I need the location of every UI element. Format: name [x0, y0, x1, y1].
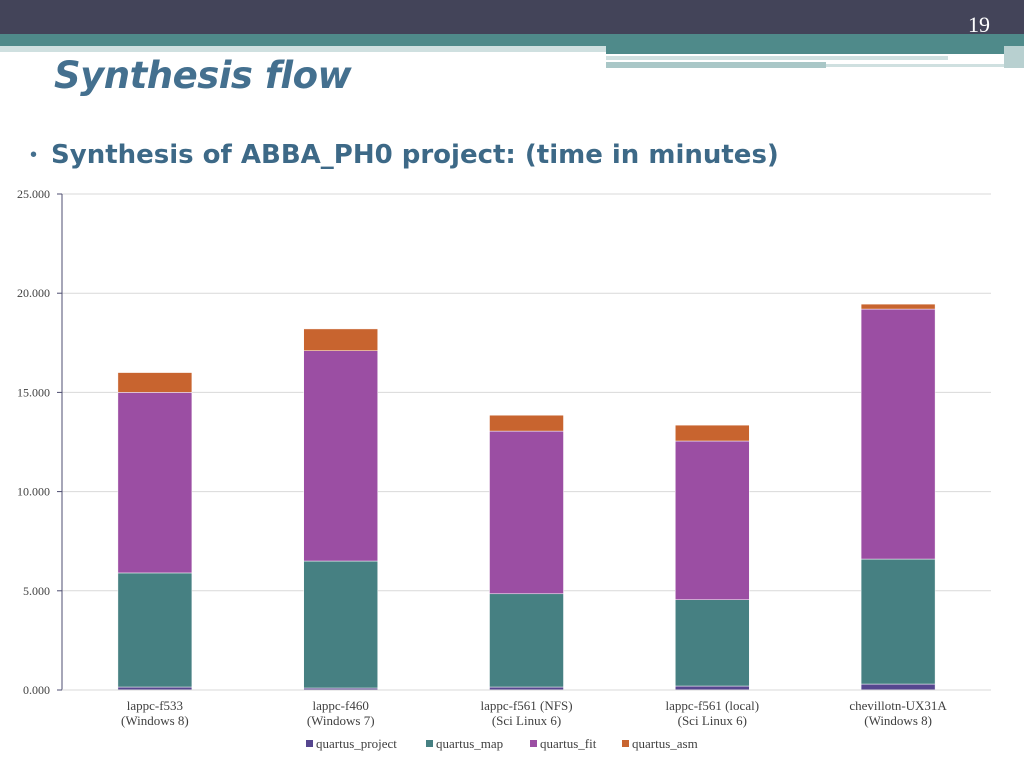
decorative-band	[606, 46, 1024, 54]
x-category-label: (Sci Linux 6)	[678, 713, 747, 728]
x-category-label: lappc-f460	[313, 698, 369, 713]
bar-segment-quartus-map	[117, 572, 193, 688]
bar-segment-quartus-asm	[489, 414, 564, 432]
bullet-text: Synthesis of ABBA_PH0 project: (time in …	[51, 140, 779, 170]
x-category-label: (Windows 7)	[307, 713, 375, 728]
x-category-label: (Sci Linux 6)	[492, 713, 561, 728]
bar-segment-quartus-asm	[860, 303, 936, 310]
bar-segment-quartus-map	[860, 558, 936, 685]
decorative-band	[1004, 46, 1024, 68]
bullet-item: • Synthesis of ABBA_PH0 project: (time i…	[30, 140, 779, 170]
y-tick-label: 0.000	[23, 683, 50, 697]
slide-title: Synthesis flow	[54, 54, 352, 97]
bar-segment-quartus-map	[489, 593, 564, 688]
bullet-icon: •	[30, 143, 38, 166]
y-tick-label: 15.000	[17, 385, 50, 399]
bar-segment-quartus-map	[303, 560, 378, 689]
bar-segment-quartus-map	[675, 599, 750, 687]
bar-segment-quartus-asm	[117, 372, 193, 393]
bar-segment-quartus-fit	[303, 350, 378, 562]
top-bar	[0, 0, 1024, 34]
bar-segment-quartus-fit	[117, 392, 193, 574]
y-tick-label: 10.000	[17, 485, 50, 499]
x-category-label: (Windows 8)	[121, 713, 189, 728]
legend-swatch	[306, 740, 313, 747]
x-category-label: chevillotn-UX31A	[849, 698, 947, 713]
legend-swatch	[622, 740, 629, 747]
decorative-band	[0, 46, 606, 52]
legend-label: quartus_asm	[632, 736, 698, 751]
y-tick-label: 25.000	[17, 187, 50, 201]
legend-swatch	[530, 740, 537, 747]
decorative-band	[606, 56, 948, 60]
bar-segment-quartus-fit	[489, 430, 564, 595]
slide-number: 19	[968, 12, 990, 37]
stacked-bar-chart: 0.000 5.000 10.000 15.000 20.000 25.000 lappc-…	[17, 187, 991, 751]
legend-label: quartus_fit	[540, 736, 597, 751]
bar-segment-quartus-fit	[860, 308, 936, 560]
bar-segment-quartus-project	[860, 683, 936, 691]
x-category-label: lappc-f561 (local)	[666, 698, 759, 713]
legend-label: quartus_project	[316, 736, 397, 751]
decorative-band	[606, 62, 826, 68]
y-tick-label: 5.000	[23, 584, 50, 598]
x-category-label: (Windows 8)	[864, 713, 932, 728]
x-category-label: lappc-f533	[127, 698, 183, 713]
decorative-band	[826, 64, 1024, 67]
x-category-label: lappc-f561 (NFS)	[480, 698, 572, 713]
bar-segment-quartus-project	[675, 685, 750, 691]
y-tick-label: 20.000	[17, 286, 50, 300]
bar-segment-quartus-fit	[675, 440, 750, 600]
bar-segment-quartus-asm	[675, 424, 750, 442]
legend-swatch	[426, 740, 433, 747]
bar-segment-quartus-asm	[303, 328, 378, 351]
legend-label: quartus_map	[436, 736, 503, 751]
decorative-band	[0, 34, 1024, 46]
